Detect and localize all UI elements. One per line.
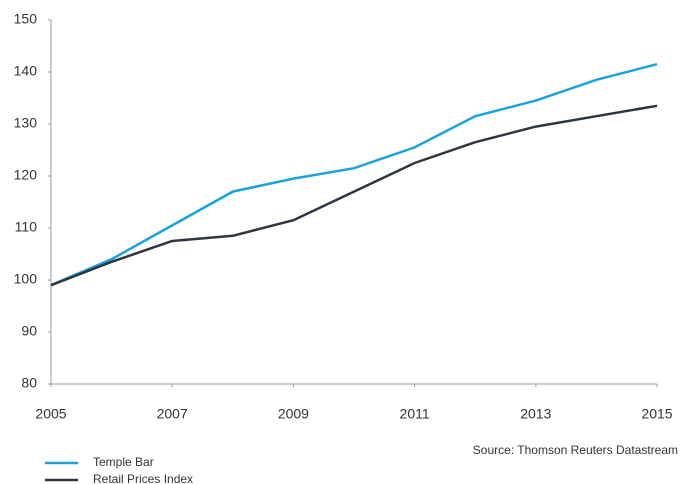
x-tick-label: 2013 xyxy=(520,406,551,422)
series-line xyxy=(50,62,658,287)
y-tick-label: 110 xyxy=(15,219,38,235)
y-tick-label: 90 xyxy=(21,323,37,339)
series-line xyxy=(50,104,658,287)
x-tick-label: 2009 xyxy=(278,406,309,422)
x-tick-label: 2007 xyxy=(157,406,188,422)
legend-label: Temple Bar xyxy=(93,455,154,469)
y-tick-label: 130 xyxy=(14,115,38,131)
x-tick-label: 2005 xyxy=(35,406,66,422)
y-tick-label: 120 xyxy=(14,167,38,183)
legend-label: Retail Prices Index xyxy=(93,472,193,484)
y-tick-label: 150 xyxy=(14,11,38,27)
x-tick-label: 2011 xyxy=(400,406,430,422)
x-tick-label: 2015 xyxy=(641,406,672,422)
y-tick-label: 100 xyxy=(14,271,38,287)
y-tick-label: 80 xyxy=(21,375,37,391)
y-tick-label: 140 xyxy=(14,63,38,79)
source-note: Source: Thomson Reuters Datastream xyxy=(473,443,678,457)
